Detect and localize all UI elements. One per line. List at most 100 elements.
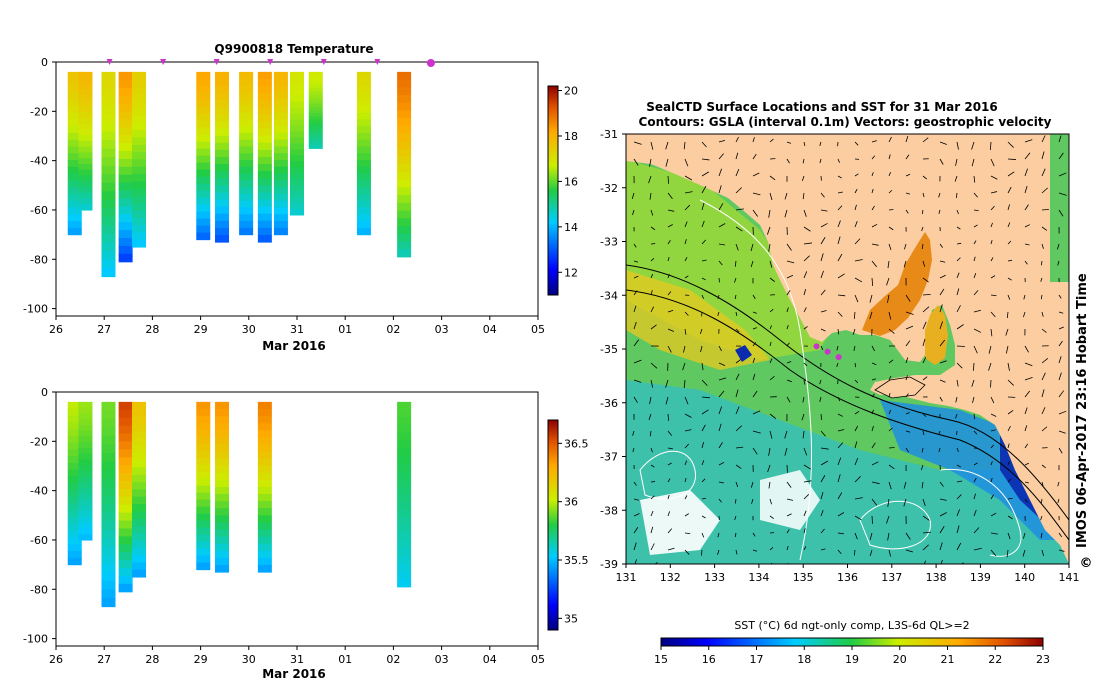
velocity-vector — [1007, 362, 1010, 371]
velocity-vector — [837, 442, 844, 449]
profile-cell — [196, 562, 211, 571]
velocity-vector — [650, 258, 655, 262]
profile-cell — [290, 131, 304, 139]
profile-cell — [356, 180, 371, 188]
velocity-vector — [1058, 311, 1064, 314]
velocity-vector — [632, 209, 635, 216]
velocity-vector — [854, 379, 859, 384]
profile-cell — [101, 512, 116, 522]
profile-cell — [118, 135, 133, 144]
profile-cell — [78, 436, 93, 443]
velocity-vector — [973, 224, 978, 228]
profile-marker-icon — [267, 59, 274, 65]
profile-marker-icon — [160, 59, 167, 65]
profile-cell — [132, 188, 147, 197]
profile-cell — [101, 444, 116, 454]
velocity-vector — [956, 288, 960, 296]
x-tick-label: 04 — [483, 653, 497, 666]
velocity-vector — [903, 260, 907, 268]
velocity-vector — [684, 239, 687, 245]
profile-cell — [118, 583, 133, 593]
profile-cell — [196, 120, 211, 129]
profile-cell — [290, 77, 304, 85]
profile-cell — [273, 200, 288, 209]
velocity-vector — [718, 345, 722, 352]
velocity-vector — [1040, 498, 1043, 504]
velocity-vector — [718, 243, 726, 246]
velocity-vector — [665, 396, 669, 405]
velocity-vector — [939, 274, 946, 279]
profile-cell — [308, 106, 323, 111]
velocity-vector — [735, 406, 740, 415]
velocity-vector — [922, 376, 928, 381]
profile-column-6 — [215, 71, 230, 243]
sst-colorbar-tick-label: 16 — [702, 653, 716, 666]
profile-cell — [239, 71, 254, 80]
velocity-vector — [1057, 243, 1060, 250]
profile-cell — [397, 509, 412, 519]
profile-cell — [356, 221, 371, 229]
profile-marker-icon — [320, 59, 327, 65]
profile-cell — [118, 480, 133, 490]
velocity-vector — [887, 498, 890, 507]
temperature-x-label: Mar 2016 — [262, 339, 326, 353]
profile-cell — [397, 164, 412, 173]
velocity-vector — [786, 529, 790, 534]
profile-cell — [132, 482, 147, 491]
velocity-vector — [718, 153, 724, 160]
velocity-vector — [1041, 168, 1046, 177]
velocity-vector — [854, 238, 861, 245]
velocity-vector — [1041, 311, 1044, 317]
velocity-vector — [955, 396, 958, 403]
profile-cell — [78, 123, 93, 131]
velocity-vector — [701, 141, 707, 148]
x-tick-label: 31 — [290, 653, 304, 666]
sst-colorbar-tick-label: 19 — [845, 653, 859, 666]
velocity-vector — [682, 362, 686, 371]
profile-cell — [67, 517, 82, 525]
velocity-vector — [973, 493, 976, 500]
velocity-vector — [699, 328, 703, 335]
profile-column-4 — [132, 401, 147, 578]
velocity-vector — [633, 321, 637, 330]
velocity-vector — [803, 494, 810, 500]
profile-cell — [397, 409, 412, 418]
velocity-vector — [769, 175, 776, 181]
profile-cell — [118, 95, 133, 105]
profile-cell — [118, 238, 133, 247]
profile-cell — [196, 436, 211, 445]
velocity-vector — [1058, 430, 1066, 434]
velocity-vector — [1058, 356, 1062, 364]
velocity-vector — [684, 460, 688, 466]
velocity-vector — [956, 226, 961, 230]
profile-cell — [257, 171, 272, 179]
velocity-vector — [871, 409, 874, 415]
profile-cell — [239, 207, 254, 215]
velocity-vector — [973, 547, 982, 551]
velocity-vector — [1024, 152, 1031, 160]
velocity-vector — [922, 515, 930, 521]
velocity-vector — [752, 294, 756, 300]
profile-cell — [67, 449, 82, 457]
velocity-vector — [922, 338, 926, 347]
profile-cell — [78, 181, 93, 188]
velocity-vector — [887, 294, 890, 303]
velocity-vector — [871, 140, 877, 143]
profile-cell — [215, 486, 230, 495]
profile-cell — [132, 195, 147, 204]
velocity-vector — [701, 158, 710, 161]
profile-cell — [118, 536, 133, 545]
velocity-vector — [701, 409, 709, 415]
profile-column-0 — [67, 401, 82, 566]
profile-cell — [101, 529, 116, 539]
profile-cell — [196, 520, 211, 529]
lat-tick-label: -33 — [600, 236, 618, 249]
profile-cell — [132, 533, 147, 542]
profile-cell — [290, 149, 304, 156]
profile-cell — [257, 227, 272, 236]
velocity-vector — [990, 494, 994, 500]
profile-cell — [67, 227, 82, 236]
profile-cell — [196, 555, 211, 564]
profile-cell — [78, 442, 93, 449]
profile-cell — [397, 87, 412, 96]
